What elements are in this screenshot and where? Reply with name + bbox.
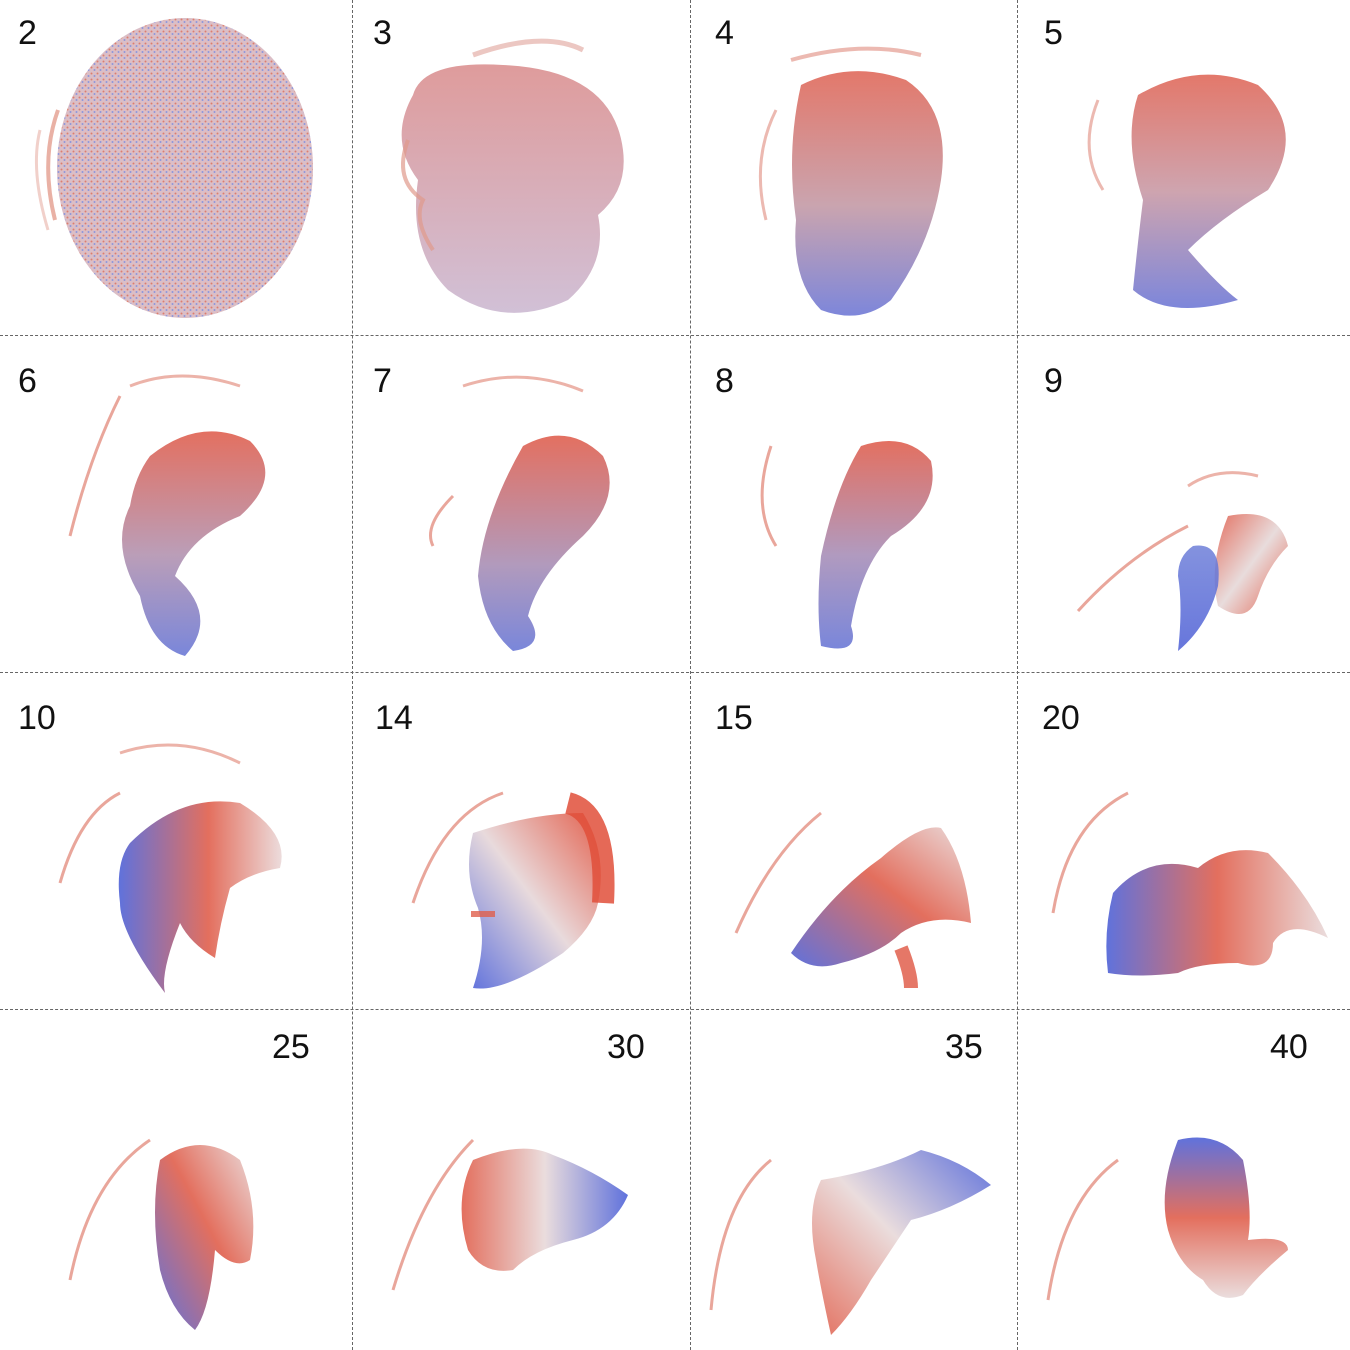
panel-label: 4	[715, 14, 734, 52]
divider	[0, 1009, 1350, 1010]
panel-label: 35	[945, 1028, 983, 1066]
panel-label: 3	[373, 14, 392, 52]
panel-label: 25	[272, 1028, 310, 1066]
embedding-plot	[68, 374, 266, 656]
panel-5: 5	[1018, 0, 1350, 335]
divider	[0, 672, 1350, 673]
panel-20: 20	[1018, 673, 1350, 1009]
embedding-plot	[760, 441, 933, 649]
panel-35: 35	[691, 1010, 1017, 1350]
panel-label: 6	[18, 362, 37, 400]
embedding-plot	[401, 38, 624, 313]
panel-label: 20	[1042, 699, 1080, 737]
embedding-plot	[391, 1138, 628, 1291]
embedding-plot	[34, 18, 313, 318]
panel-2: 2	[0, 0, 352, 335]
embedding-plot	[411, 791, 615, 989]
panel-25: 25	[0, 1010, 352, 1350]
embedding-plot	[429, 375, 610, 651]
embedding-plot	[758, 46, 943, 316]
panel-label: 9	[1044, 362, 1063, 400]
embedding-plot	[734, 811, 971, 989]
embedding-plot	[1087, 74, 1286, 308]
embedding-plot	[58, 743, 282, 993]
panel-9: 9	[1018, 336, 1350, 672]
panel-15: 15	[691, 673, 1017, 1009]
panel-label: 7	[373, 362, 392, 400]
divider	[690, 0, 691, 1350]
embedding-plot	[68, 1138, 254, 1330]
panel-label: 2	[18, 14, 37, 52]
panel-8: 8	[691, 336, 1017, 672]
panel-label: 10	[18, 699, 56, 737]
embedding-plot	[1046, 1137, 1288, 1301]
panel-label: 15	[715, 699, 753, 737]
panel-14: 14	[353, 673, 690, 1009]
panel-3: 3	[353, 0, 690, 335]
divider	[0, 335, 1350, 336]
panel-40: 40	[1018, 1010, 1350, 1350]
embedding-plot	[1076, 471, 1288, 651]
embedding-plot	[709, 1150, 991, 1335]
panel-6: 6	[0, 336, 352, 672]
panel-label: 5	[1044, 14, 1063, 52]
panel-30: 30	[353, 1010, 690, 1350]
panel-label: 40	[1270, 1028, 1308, 1066]
panel-4: 4	[691, 0, 1017, 335]
divider	[1017, 0, 1018, 1350]
panel-7: 7	[353, 336, 690, 672]
panel-label: 14	[375, 699, 413, 737]
panel-label: 30	[607, 1028, 645, 1066]
panel-label: 8	[715, 362, 734, 400]
panel-10: 10	[0, 673, 352, 1009]
divider	[352, 0, 353, 1350]
embedding-plot	[1051, 791, 1328, 976]
